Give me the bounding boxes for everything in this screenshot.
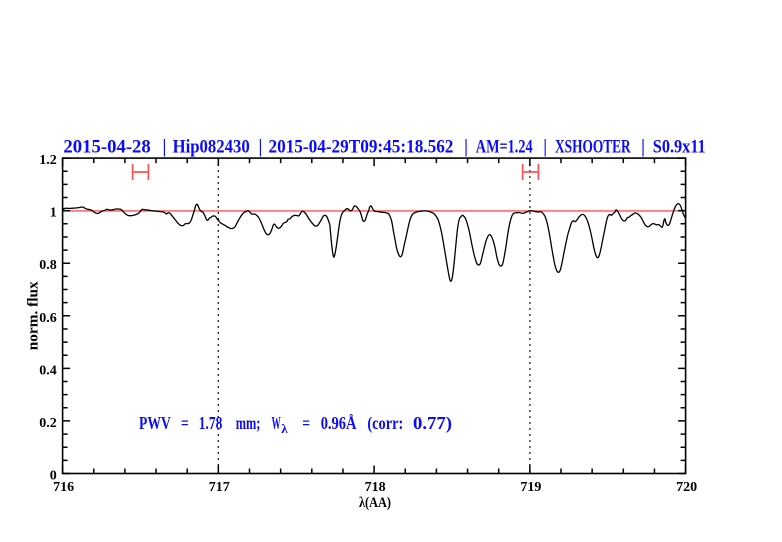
svg-text:AM=1.24: AM=1.24 bbox=[476, 137, 533, 157]
svg-text:0.2: 0.2 bbox=[39, 416, 57, 431]
svg-text:|: | bbox=[543, 137, 547, 157]
svg-text:=: = bbox=[181, 413, 189, 433]
svg-text:0: 0 bbox=[50, 469, 57, 484]
svg-text:XSHOOTER: XSHOOTER bbox=[555, 137, 631, 157]
svg-text:0.6: 0.6 bbox=[39, 311, 57, 326]
svg-text:718: 718 bbox=[365, 480, 386, 495]
svg-text:Hip082430: Hip082430 bbox=[173, 137, 250, 157]
svg-text:0.4: 0.4 bbox=[39, 363, 57, 378]
svg-text:719: 719 bbox=[520, 480, 541, 495]
svg-text:W: W bbox=[272, 413, 282, 433]
svg-text:|: | bbox=[641, 137, 645, 157]
svg-text:2015-04-29T09:45:18.562: 2015-04-29T09:45:18.562 bbox=[269, 137, 454, 157]
svg-text:1: 1 bbox=[50, 206, 57, 221]
svg-text:|: | bbox=[163, 137, 167, 157]
svg-text:mm;: mm; bbox=[236, 413, 261, 433]
svg-text:1.2: 1.2 bbox=[39, 153, 57, 168]
svg-text:1.78: 1.78 bbox=[199, 413, 223, 433]
svg-text:716: 716 bbox=[53, 480, 74, 495]
svg-text:0.77): 0.77) bbox=[413, 413, 452, 433]
svg-text:PWV: PWV bbox=[139, 413, 171, 433]
svg-text:0.8: 0.8 bbox=[39, 258, 57, 273]
svg-text:S0.9x11: S0.9x11 bbox=[653, 137, 706, 157]
svg-text:|: | bbox=[464, 137, 468, 157]
svg-text:norm. flux: norm. flux bbox=[26, 281, 42, 351]
svg-text:λ(AA): λ(AA) bbox=[359, 495, 391, 511]
svg-text:717: 717 bbox=[209, 480, 230, 495]
svg-text:λ: λ bbox=[281, 421, 288, 436]
svg-text:|: | bbox=[259, 137, 263, 157]
svg-text:=: = bbox=[302, 413, 310, 433]
svg-text:(corr:: (corr: bbox=[367, 413, 403, 433]
svg-text:2015-04-28: 2015-04-28 bbox=[63, 137, 150, 157]
svg-text:0.96Å: 0.96Å bbox=[321, 413, 357, 433]
svg-text:720: 720 bbox=[676, 480, 697, 495]
